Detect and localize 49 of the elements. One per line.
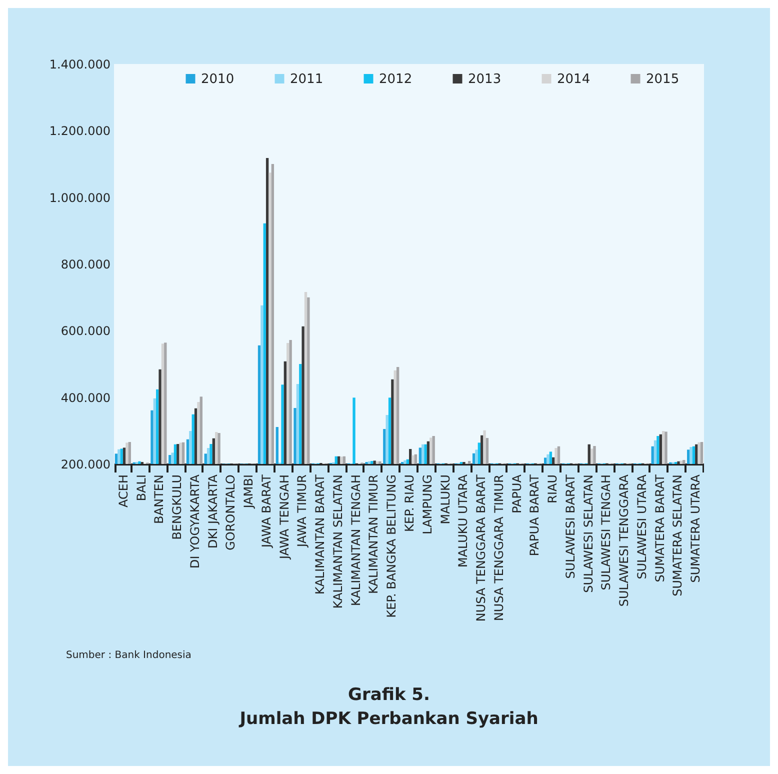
- x-tick-label: KALIMANTAN BARAT: [313, 474, 328, 594]
- x-tick-label: NUSA TENGGARA BARAT: [474, 474, 488, 622]
- x-tick-label: DKI JAKARTA: [206, 474, 220, 548]
- x-tick-label: SUMATERA BARAT: [652, 474, 667, 582]
- x-tick-label: KALIMANTAN SELATAN: [330, 474, 345, 609]
- y-tick-label: 400.000: [60, 390, 110, 405]
- x-tick-label: JAWA TENGAH: [277, 474, 292, 560]
- y-tick-label: 1.400.000: [49, 58, 110, 72]
- x-tick-label: SULAWESI SELATAN: [581, 474, 596, 593]
- x-tick-label: SULAWESI TENGGARA: [617, 474, 632, 607]
- x-tick-label: SUMATERA UTARA: [688, 474, 703, 583]
- legend-label: 2014: [557, 72, 590, 87]
- text: Sumber : Bank Indonesia: [66, 650, 192, 661]
- x-tick-label: PAPUA: [510, 474, 524, 514]
- x-tick-label: LAMPUNG: [420, 474, 434, 534]
- x-tick-label: BALI: [134, 474, 148, 502]
- x-tick-label: MALUKU: [438, 474, 452, 524]
- x-tick-label: JAWA BARAT: [259, 474, 274, 549]
- y-tick-label: 1.200.000: [49, 124, 110, 138]
- legend-label: 2015: [646, 72, 680, 87]
- x-tick-label: SULAWESI BARAT: [563, 474, 578, 579]
- x-tick-label: RIAU: [546, 474, 560, 504]
- x-tick-label: GORONTALO: [224, 474, 238, 550]
- x-tick-label: JAMBI: [242, 474, 256, 510]
- x-tick-label: BENGKULU: [170, 474, 184, 540]
- x-tick-label: SULAWESI UTARA: [634, 474, 649, 580]
- y-tick-label: 1.000.000: [49, 190, 110, 205]
- x-tick-label: KEP. BANGKA BELITUNG: [384, 474, 399, 618]
- legend-label: 2012: [379, 72, 412, 87]
- legend-label: 2011: [290, 72, 324, 87]
- x-tick-label: MALUKU UTARA: [456, 474, 470, 568]
- x-tick-label: JAWA TIMUR: [295, 474, 310, 548]
- y-tick-label: 200.000: [60, 458, 110, 472]
- y-tick-label: 600.000: [60, 324, 110, 338]
- text: Jumlah DPK Perbankan Syariah: [238, 708, 540, 731]
- x-tick-label: BANTEN: [152, 474, 166, 524]
- x-tick-label: DI YOGYAKARTA: [188, 474, 202, 568]
- text: Grafik 5.: [347, 684, 431, 707]
- x-tick-label: SULAWESI TENGAH: [599, 474, 614, 590]
- x-tick-label: ACEH: [116, 474, 130, 508]
- x-tick-label: KALIMANTAN TENGAH: [348, 474, 363, 606]
- x-tick-label: KEP. RIAU: [402, 474, 416, 532]
- legend-label: 2013: [468, 72, 502, 87]
- x-tick-label: KALIMANTAN TIMUR: [366, 474, 381, 594]
- x-tick-label: SUMATERA SELATAN: [670, 474, 685, 596]
- legend-label: 2010: [201, 72, 234, 87]
- x-tick-label: NUSA TENGGARA TIMUR: [492, 474, 506, 622]
- x-tick-label: PAPUA BARAT: [528, 474, 542, 556]
- y-tick-label: 800.000: [60, 258, 110, 272]
